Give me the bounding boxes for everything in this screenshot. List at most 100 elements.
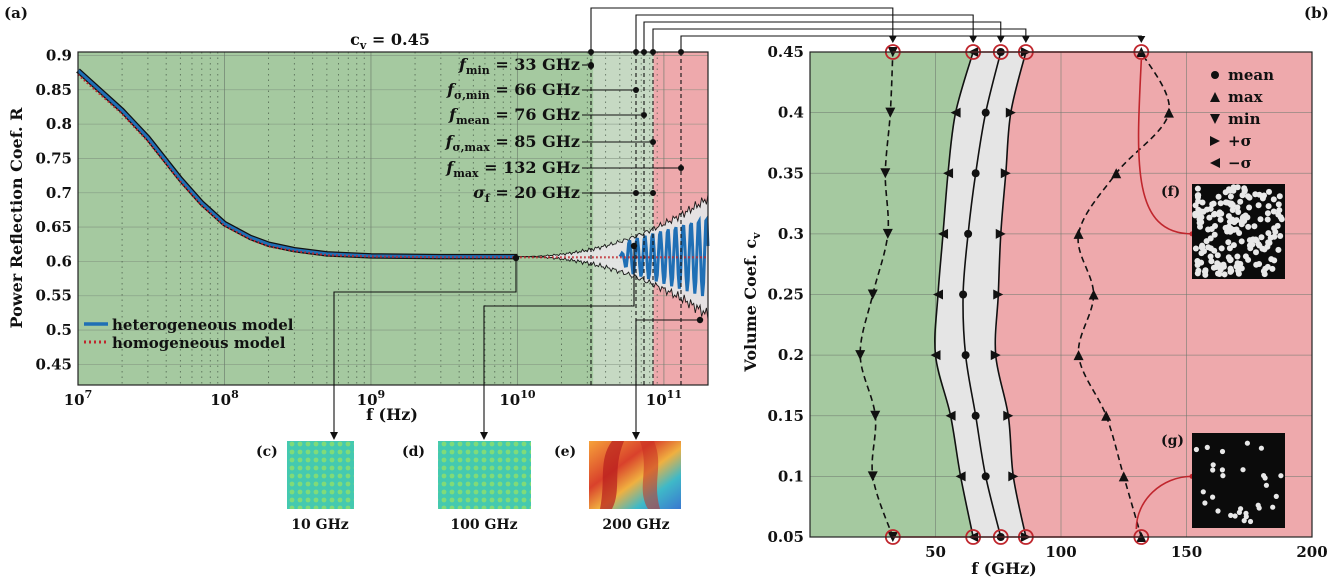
particle [1245,223,1252,230]
x-tick-label: 150 [1171,543,1202,561]
arrowhead [996,36,1005,43]
x-tick-label: 100 [1045,543,1076,561]
particle [1269,265,1276,272]
particle [1251,223,1258,230]
arrowhead [969,36,978,43]
field-map-insets: (c) 10 GHz (d) 100 GHz (e) 200 GHz [256,441,681,533]
cross-panel-connector [643,21,1002,52]
particle [1234,204,1241,211]
particle [1218,245,1225,252]
arrowhead [330,432,338,440]
x-tick-label: 1011 [646,388,682,409]
y-tick-label: 0.8 [46,115,72,133]
particle [1242,253,1249,260]
particle [1258,234,1265,241]
particle [1271,257,1278,264]
inset-caption-10ghz: 10 GHz [291,517,349,533]
particle [1219,448,1226,455]
legend-marker [1210,158,1220,168]
particle [1210,462,1216,468]
particle [1200,489,1206,495]
particle [1211,210,1218,217]
particle [1236,509,1242,515]
legend-label: max [1228,88,1264,106]
particle [1217,216,1224,223]
particle [1213,264,1220,270]
particle [1227,225,1234,232]
point-triangle-up [1111,168,1122,179]
point-triangle-left [943,168,954,179]
particle [1202,268,1209,275]
cross-panel-connector [590,7,894,52]
point-triangle-left [950,107,961,118]
particle [1253,249,1259,256]
particle [1194,185,1201,192]
series-min [859,51,894,538]
particle [1265,230,1272,237]
cross-panel-connector [635,14,974,52]
particle [1221,271,1228,278]
y-tick-label: 0.25 [767,286,804,304]
arrowhead [888,36,897,43]
particle [1210,467,1216,473]
point-triangle-right [995,228,1006,239]
marker-label: fmin = 33 GHz [458,55,580,77]
particle [1224,199,1231,206]
particle [1198,250,1205,257]
panel-b-y-axis-label: Volume Coef. cv [741,232,763,373]
particle [1261,246,1268,253]
particle [1208,226,1215,232]
particle [1232,513,1238,519]
x-tick-label: 109 [357,388,386,409]
y-tick-label: 0.65 [35,218,72,236]
legend-label: −σ [1228,154,1252,172]
particle [1274,222,1281,229]
panel-a-label: (a) [4,4,28,22]
particle [1233,263,1240,270]
particle [1246,194,1253,201]
particle [1215,193,1222,200]
particle [1228,512,1234,519]
particle [1194,270,1201,277]
cross-panel-connector [652,28,1027,52]
panel-e-label: (e) [554,444,576,460]
region-green [78,52,594,385]
panel-a: (a) 0.9 0.85 0.8 0.75 0.7 0.65 0.6 0.55 0.5 0.45 1… [4,4,710,424]
point-triangle-right [1008,471,1019,482]
particle [1276,207,1283,214]
field-map-100ghz [438,441,531,509]
arrowhead [1137,36,1146,43]
y-tick-label: 0.05 [767,528,804,546]
point-triangle-up [1088,289,1099,300]
particle [1192,245,1199,252]
particle [1222,224,1229,231]
particle [1262,475,1268,481]
panel-a-frame [77,51,709,386]
particle [1192,202,1199,209]
particle [1277,214,1284,221]
panel-a-legend: heterogeneous model homogeneous model [84,316,294,352]
particle [1199,242,1206,249]
point-triangle-up [1118,471,1129,482]
marker-label: fσ,min = 66 GHz [446,80,580,102]
point-triangle-left [955,471,966,482]
point-triangle-left [933,289,944,300]
particle [1215,508,1221,514]
panel-b-legend: mean max min +σ −σ [1210,66,1274,172]
legend-marker [1210,114,1220,124]
particle [1250,236,1256,243]
particle [1270,504,1276,510]
particle-inset-sparse [1192,433,1285,528]
legend-marker [1211,71,1219,79]
cross-panel-connector [680,35,1142,52]
x-tick-label: 200 [1296,543,1327,561]
point-circle [964,229,973,238]
particle [1204,444,1210,450]
point-triangle-right [1003,410,1014,421]
particle [1273,493,1279,499]
legend-marker [1210,92,1220,102]
particle [1240,467,1246,473]
red-connector [1137,59,1193,235]
particle [1243,510,1249,516]
